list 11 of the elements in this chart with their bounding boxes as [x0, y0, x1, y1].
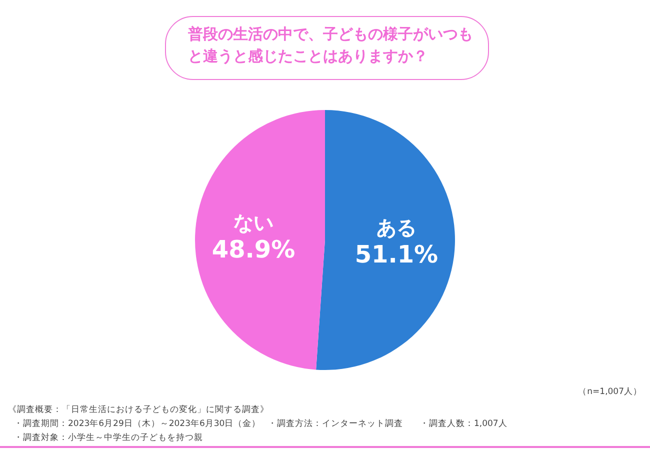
- slice-label: ある: [376, 215, 416, 240]
- data-label: 51.1%: [354, 240, 438, 268]
- text: 《調査概要：「日常生活における子どもの変化」に関する調査》: [8, 404, 269, 416]
- text: （n=1,007人）: [578, 386, 642, 398]
- text: ・調査人数：1,007人: [420, 418, 508, 430]
- text: ・調査期間：2023年6月29日（木）～2023年6月30日（金）: [14, 418, 261, 430]
- text: ・調査対象：小学生～中学生の子どもを持つ親: [14, 432, 203, 444]
- slice-label: ない: [234, 210, 274, 235]
- title: 普段の生活の中で、子どもの様子がいつもと違うと感じたことはありますか？: [165, 16, 489, 80]
- data-label: 48.9%: [212, 236, 296, 264]
- text: ・調査方法：インターネット調査: [268, 418, 403, 430]
